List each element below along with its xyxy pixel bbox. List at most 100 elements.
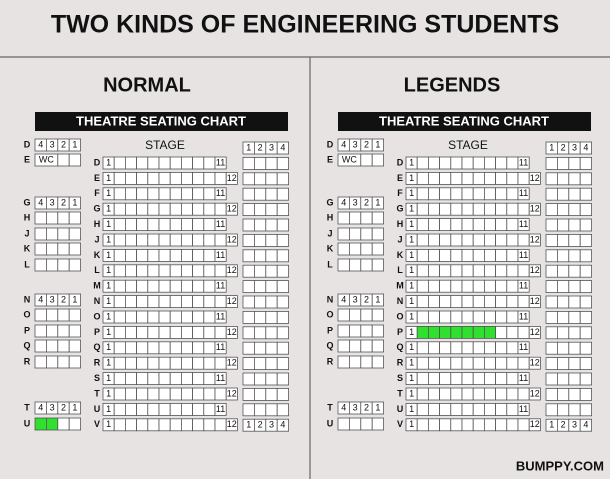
seat [545, 280, 558, 294]
seat [276, 218, 290, 232]
seat [113, 387, 126, 401]
seat [242, 357, 255, 371]
row-label: U [94, 404, 101, 414]
row-label: K [327, 243, 334, 253]
row-label: R [24, 356, 31, 366]
seat [147, 295, 160, 309]
seat-number: 12 [530, 265, 540, 275]
seat [416, 264, 429, 278]
row-label: N [24, 294, 31, 304]
row-label: F [94, 188, 100, 198]
seat [169, 264, 182, 278]
seat [371, 355, 385, 369]
seat [136, 233, 149, 247]
seat [242, 218, 255, 232]
seat [427, 418, 440, 432]
seat-number: 1 [72, 197, 77, 207]
seat [169, 218, 182, 232]
seat [136, 418, 149, 432]
seat-number: 12 [530, 327, 540, 337]
seat [214, 341, 227, 355]
row-label: R [397, 358, 404, 368]
seat [461, 418, 474, 432]
seat [225, 202, 238, 216]
seat [180, 295, 193, 309]
seat [192, 387, 205, 401]
seat-number: 1 [106, 204, 111, 214]
seat [125, 325, 138, 339]
seat [416, 171, 429, 185]
seat [253, 295, 267, 309]
chart-header [35, 112, 288, 131]
seat [253, 357, 267, 371]
seat [483, 372, 496, 386]
seat [203, 387, 216, 401]
footer: BUMPPY.COM [516, 458, 604, 473]
seat-number: 4 [38, 197, 43, 207]
seat [214, 418, 227, 432]
seat-number: 1 [409, 173, 414, 183]
seat [557, 310, 570, 324]
seat [57, 417, 70, 431]
seat [113, 264, 126, 278]
seat [439, 233, 452, 247]
seat [158, 402, 171, 416]
seat [495, 264, 508, 278]
seat [579, 264, 593, 278]
seat-number: 1 [106, 404, 111, 414]
seat [125, 187, 138, 201]
seat [483, 310, 496, 324]
seat [360, 153, 373, 167]
seat [557, 264, 570, 278]
seat [461, 264, 474, 278]
row-label: N [327, 294, 334, 304]
row-label: J [397, 234, 402, 244]
seat-number: 12 [227, 419, 237, 429]
seat [483, 402, 496, 416]
seat [113, 248, 126, 262]
row-label: O [93, 311, 100, 321]
seat-number: 1 [106, 265, 111, 275]
seat-number: 1 [409, 265, 414, 275]
seat [125, 402, 138, 416]
row-label: S [94, 373, 100, 383]
seat [545, 341, 558, 355]
seat [147, 248, 160, 262]
seat [158, 310, 171, 324]
seat [34, 324, 47, 338]
seat [545, 156, 558, 170]
seat [169, 248, 182, 262]
seat [360, 339, 373, 353]
seat [337, 211, 350, 225]
seat [348, 417, 362, 431]
row-label: V [397, 419, 403, 429]
row-label: H [327, 212, 334, 222]
seat [416, 218, 429, 232]
seat [495, 202, 508, 216]
seat [68, 355, 81, 369]
seat [472, 295, 485, 309]
seat [528, 264, 541, 278]
seat [253, 280, 267, 294]
seat [506, 279, 519, 293]
seat-number: 12 [227, 173, 237, 183]
seat [579, 372, 593, 386]
seat [180, 264, 193, 278]
seat [495, 295, 508, 309]
seat [360, 308, 373, 322]
seat-number: 12 [530, 358, 540, 368]
seat [113, 295, 126, 309]
seat [147, 202, 160, 216]
seat [517, 156, 530, 170]
seat [568, 203, 581, 217]
seat [276, 326, 290, 340]
seat [265, 357, 278, 371]
seat-number: 12 [530, 296, 540, 306]
seat [461, 310, 474, 324]
seat-number: 11 [519, 188, 528, 198]
seat [242, 310, 255, 324]
seat [203, 279, 216, 293]
seat [68, 196, 81, 210]
seat [158, 264, 171, 278]
seat [439, 402, 452, 416]
